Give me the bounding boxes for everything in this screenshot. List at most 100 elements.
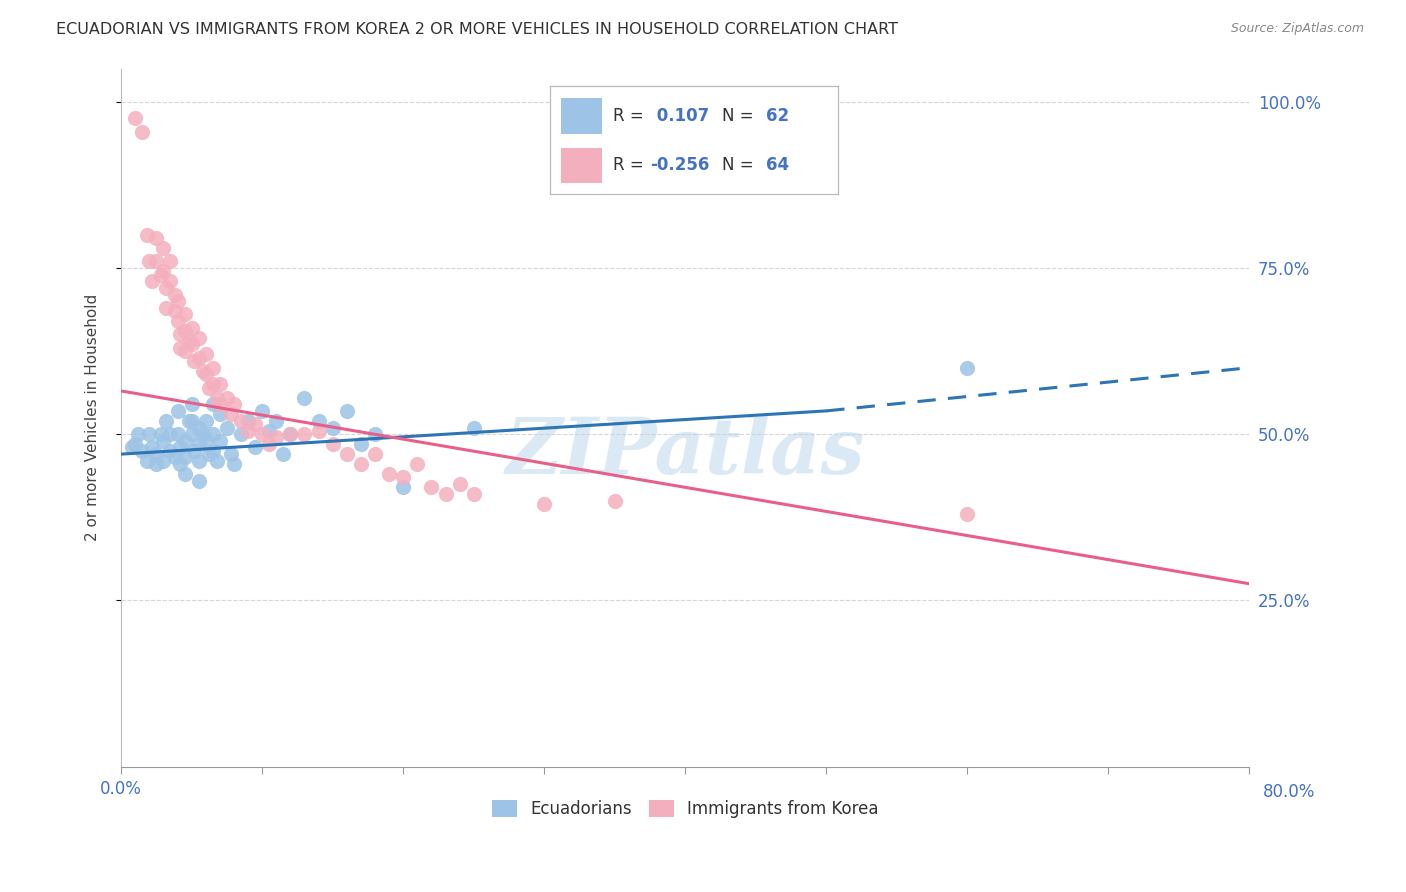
Point — [208, 397, 231, 411]
Point — [215, 420, 238, 434]
Point — [180, 320, 202, 334]
Point — [166, 294, 188, 309]
Point — [177, 334, 200, 348]
Point — [201, 443, 224, 458]
Point — [208, 434, 231, 448]
Point — [138, 254, 160, 268]
Point — [294, 427, 316, 442]
Point — [378, 467, 401, 481]
Point — [350, 457, 373, 471]
Point — [163, 304, 186, 318]
Point — [124, 437, 146, 451]
Point — [194, 347, 217, 361]
Point — [145, 457, 167, 471]
Point — [434, 487, 457, 501]
Point — [406, 457, 429, 471]
Point — [194, 434, 217, 448]
Y-axis label: 2 or more Vehicles in Household: 2 or more Vehicles in Household — [86, 294, 100, 541]
Point — [236, 414, 259, 428]
Point — [187, 454, 209, 468]
Point — [250, 427, 273, 442]
Point — [603, 493, 626, 508]
Point — [121, 441, 143, 455]
Point — [222, 397, 245, 411]
Point — [141, 441, 163, 455]
Point — [149, 268, 172, 282]
Point — [180, 427, 202, 442]
Point — [159, 254, 181, 268]
Point — [463, 420, 485, 434]
Point — [229, 427, 252, 442]
Point — [187, 420, 209, 434]
Text: ECUADORIAN VS IMMIGRANTS FROM KOREA 2 OR MORE VEHICLES IN HOUSEHOLD CORRELATION : ECUADORIAN VS IMMIGRANTS FROM KOREA 2 OR… — [56, 22, 898, 37]
Point — [336, 447, 359, 461]
Point — [257, 437, 280, 451]
Point — [205, 391, 228, 405]
Point — [208, 377, 231, 392]
Point — [152, 264, 174, 278]
Point — [169, 441, 191, 455]
Point — [183, 443, 205, 458]
Point — [180, 337, 202, 351]
Point — [159, 443, 181, 458]
Point — [280, 427, 302, 442]
Point — [135, 227, 157, 242]
Point — [336, 404, 359, 418]
Point — [197, 381, 219, 395]
Point — [135, 454, 157, 468]
Point — [533, 497, 555, 511]
Point — [127, 427, 149, 442]
Point — [173, 467, 195, 481]
Point — [180, 414, 202, 428]
Point — [956, 360, 979, 375]
Point — [364, 427, 387, 442]
Point — [187, 474, 209, 488]
Point — [219, 447, 242, 461]
Text: ZIPatlas: ZIPatlas — [506, 414, 865, 491]
Point — [152, 434, 174, 448]
Point — [173, 434, 195, 448]
Point — [131, 443, 153, 458]
Point — [173, 324, 195, 338]
Point — [145, 231, 167, 245]
Point — [205, 454, 228, 468]
Point — [177, 414, 200, 428]
Point — [166, 427, 188, 442]
Point — [364, 447, 387, 461]
Point — [463, 487, 485, 501]
Point — [322, 437, 344, 451]
Point — [201, 360, 224, 375]
Point — [145, 254, 167, 268]
Point — [308, 424, 330, 438]
Legend: Ecuadorians, Immigrants from Korea: Ecuadorians, Immigrants from Korea — [485, 793, 886, 824]
Point — [124, 112, 146, 126]
Point — [294, 391, 316, 405]
Point — [194, 414, 217, 428]
Point — [163, 450, 186, 465]
Point — [159, 427, 181, 442]
Point — [163, 287, 186, 301]
Text: 80.0%: 80.0% — [1263, 783, 1316, 801]
Point — [257, 424, 280, 438]
Point — [308, 414, 330, 428]
Point — [141, 274, 163, 288]
Point — [180, 397, 202, 411]
Point — [155, 414, 177, 428]
Point — [250, 404, 273, 418]
Point — [173, 344, 195, 359]
Point — [183, 354, 205, 368]
Point — [280, 427, 302, 442]
Point — [187, 351, 209, 365]
Point — [166, 314, 188, 328]
Point — [187, 331, 209, 345]
Point — [201, 427, 224, 442]
Point — [173, 308, 195, 322]
Point — [392, 480, 415, 494]
Point — [449, 477, 471, 491]
Point — [264, 414, 287, 428]
Point — [149, 427, 172, 442]
Point — [201, 397, 224, 411]
Point — [236, 424, 259, 438]
Point — [155, 281, 177, 295]
Point — [322, 420, 344, 434]
